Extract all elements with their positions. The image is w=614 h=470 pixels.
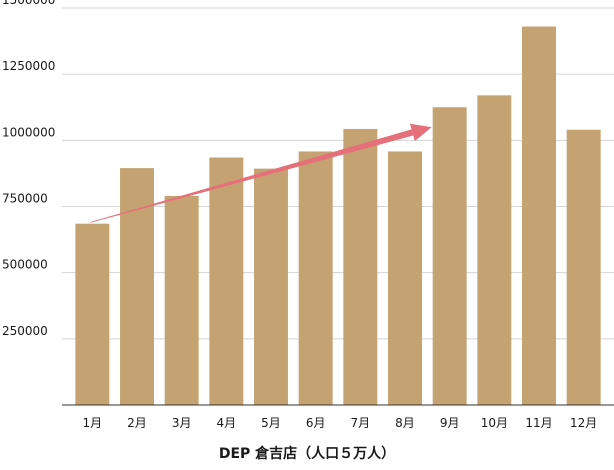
x-axis: 1月 2月 3月 4月 5月 6月 7月 8月 9月 10月 11月 12月 (83, 416, 598, 430)
bars (75, 26, 601, 405)
x-tick-label: 7月 (351, 416, 371, 430)
x-tick-label: 10月 (481, 416, 508, 430)
x-tick-label: 3月 (172, 416, 192, 430)
y-axis: 250000 500000 750000 1000000 1250000 1500000 (2, 0, 55, 338)
x-tick-label: 1月 (83, 416, 103, 430)
bar (120, 168, 154, 405)
x-tick-label: 4月 (217, 416, 237, 430)
y-tick-label: 1250000 (2, 59, 55, 73)
bar (388, 151, 422, 405)
trend-arrow-shaft (90, 129, 414, 223)
bar (522, 26, 556, 405)
x-tick-label: 2月 (127, 416, 147, 430)
x-tick-label: 6月 (306, 416, 326, 430)
y-tick-label: 250000 (2, 324, 48, 338)
x-tick-label: 8月 (395, 416, 415, 430)
x-tick-label: 11月 (525, 416, 552, 430)
bar (164, 195, 199, 405)
bar (254, 168, 288, 405)
y-tick-label: 1500000 (2, 0, 55, 7)
y-tick-label: 750000 (2, 192, 48, 206)
bar (209, 157, 244, 405)
bar (343, 128, 378, 405)
x-tick-label: 12月 (570, 416, 597, 430)
x-tick-label: 9月 (440, 416, 460, 430)
x-axis-title: DEP 倉吉店（人口５万人） (219, 445, 395, 462)
bar (298, 151, 333, 405)
y-tick-label: 1000000 (2, 125, 55, 139)
trend-arrow (90, 123, 432, 223)
bar (477, 95, 512, 405)
x-tick-label: 5月 (261, 416, 281, 430)
y-tick-label: 500000 (2, 258, 48, 272)
bar (432, 107, 467, 405)
bar (75, 223, 110, 405)
trend-arrow-head (409, 123, 432, 142)
grid-lines (62, 7, 614, 340)
bar (566, 129, 601, 405)
